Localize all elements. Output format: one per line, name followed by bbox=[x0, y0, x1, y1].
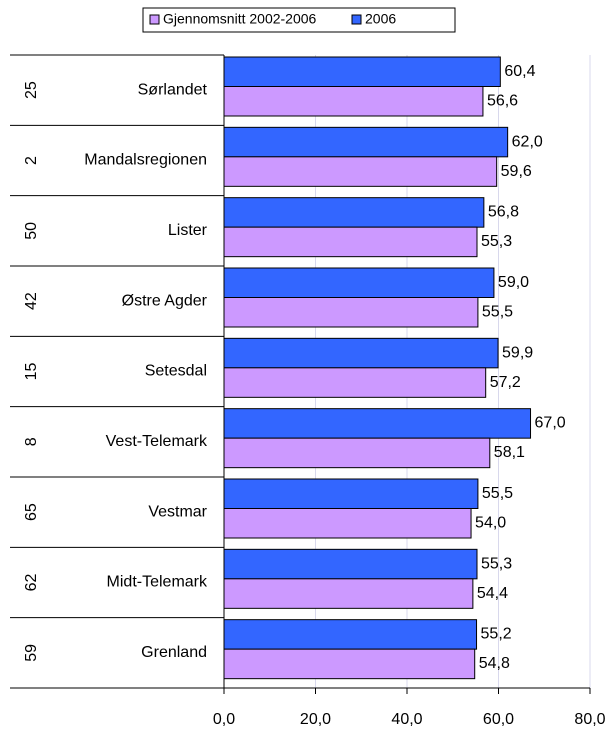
bar bbox=[223, 478, 479, 509]
rank-label: 2 bbox=[23, 156, 40, 165]
value-label: 60,4 bbox=[504, 63, 535, 80]
value-label: 54,0 bbox=[475, 514, 506, 531]
rank-label: 62 bbox=[23, 574, 40, 592]
category-label: Midt-Telemark bbox=[107, 574, 208, 591]
bar bbox=[223, 367, 487, 398]
category-label: Mandalsregionen bbox=[84, 152, 207, 169]
x-tick-label: 60,0 bbox=[483, 711, 514, 728]
value-label: 59,6 bbox=[501, 163, 532, 180]
bar bbox=[223, 337, 499, 369]
category-label: Vestmar bbox=[148, 503, 207, 520]
rank-label: 59 bbox=[23, 644, 40, 662]
value-label: 67,0 bbox=[535, 415, 566, 432]
value-label: 57,2 bbox=[490, 374, 521, 391]
legend-label: 2006 bbox=[365, 11, 396, 27]
category-label: Lister bbox=[168, 222, 208, 239]
rank-label: 8 bbox=[23, 437, 40, 446]
rank-label: 65 bbox=[23, 503, 40, 521]
bar bbox=[223, 578, 474, 609]
category-label: Grenland bbox=[141, 644, 207, 661]
x-tick-label: 20,0 bbox=[300, 711, 331, 728]
bar bbox=[223, 126, 509, 158]
value-label: 55,2 bbox=[481, 626, 512, 643]
bar bbox=[223, 548, 478, 580]
value-label: 55,3 bbox=[481, 233, 512, 250]
legend-box bbox=[142, 7, 456, 33]
value-label: 54,4 bbox=[477, 585, 508, 602]
bar bbox=[223, 86, 484, 117]
bar bbox=[223, 437, 491, 469]
x-tick-label: 80,0 bbox=[574, 711, 605, 728]
bar bbox=[223, 408, 532, 439]
x-tick-label: 0,0 bbox=[213, 711, 235, 728]
value-label: 54,8 bbox=[479, 655, 510, 672]
rank-label: 25 bbox=[23, 81, 40, 99]
x-tick-label: 40,0 bbox=[391, 711, 422, 728]
bar bbox=[223, 648, 476, 680]
value-label: 56,6 bbox=[487, 92, 518, 109]
bar bbox=[223, 197, 485, 228]
rank-label: 15 bbox=[23, 363, 40, 381]
value-label: 62,0 bbox=[512, 133, 543, 150]
bar bbox=[223, 156, 498, 187]
value-label: 58,1 bbox=[494, 444, 525, 461]
category-label: Setesdal bbox=[145, 363, 207, 380]
value-label: 55,5 bbox=[482, 485, 513, 502]
rank-label: 50 bbox=[23, 222, 40, 240]
bar bbox=[223, 267, 495, 298]
value-label: 59,0 bbox=[498, 274, 529, 291]
category-label: Sørlandet bbox=[138, 81, 208, 98]
legend-swatch bbox=[149, 14, 160, 25]
value-label: 59,9 bbox=[502, 344, 533, 361]
rank-label: 42 bbox=[23, 292, 40, 310]
bar bbox=[223, 297, 479, 328]
value-label: 55,3 bbox=[481, 555, 512, 572]
bar bbox=[223, 56, 501, 87]
category-label: Vest-Telemark bbox=[106, 433, 208, 450]
category-label: Østre Agder bbox=[122, 292, 208, 309]
bar bbox=[223, 508, 472, 539]
value-label: 56,8 bbox=[488, 204, 519, 221]
legend-swatch bbox=[351, 14, 362, 25]
bar bbox=[223, 619, 478, 650]
bar bbox=[223, 226, 478, 258]
value-label: 55,5 bbox=[482, 303, 513, 320]
legend-label: Gjennomsnitt 2002-2006 bbox=[163, 11, 317, 27]
